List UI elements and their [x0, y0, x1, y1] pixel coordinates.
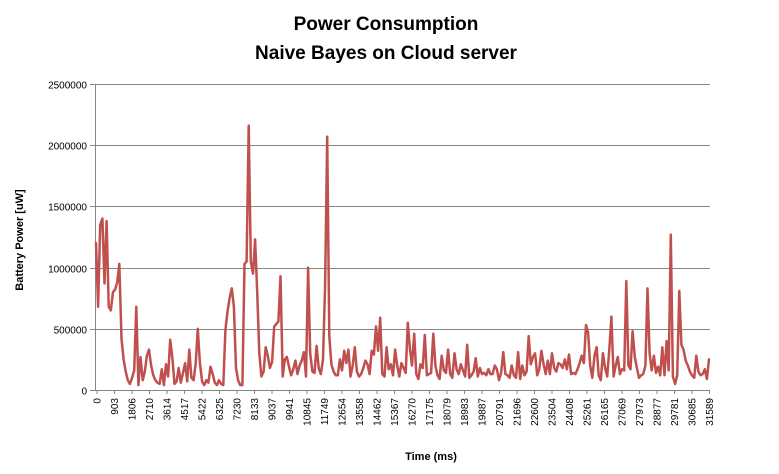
x-tick-label: 12654	[338, 398, 349, 426]
x-tick-label: 3614	[163, 398, 174, 421]
x-tick-label: 6325	[215, 398, 226, 421]
y-tick-label: 0	[81, 387, 87, 398]
y-tick-labels: 0 500000 1000000 1500000 2000000 2500000	[48, 81, 95, 398]
x-tick-label: 17175	[425, 398, 436, 426]
y-gridlines	[95, 84, 710, 330]
x-axis-title: Time (ms)	[405, 451, 457, 463]
x-tick-label: 27069	[618, 398, 629, 426]
x-tick-label: 28877	[653, 398, 664, 426]
x-tick-label: 16270	[408, 398, 419, 426]
x-tick-label: 18983	[460, 398, 471, 426]
x-tick-label: 0	[93, 398, 104, 404]
x-tick-label: 15367	[390, 398, 401, 426]
x-tick-label: 903	[110, 398, 121, 415]
x-tick-label: 14462	[373, 398, 384, 426]
x-tick-label: 9941	[285, 398, 296, 421]
x-tick-label: 9037	[268, 398, 279, 421]
x-tick-label: 8133	[250, 398, 261, 421]
x-tick-label: 7230	[233, 398, 244, 421]
x-tick-label: 27973	[635, 398, 646, 426]
y-axis-title: Battery Power [uW]	[14, 189, 26, 291]
x-tick-label: 2710	[145, 398, 156, 421]
x-tick-label: 5422	[198, 398, 209, 421]
x-tick-label: 26165	[600, 398, 611, 426]
y-tick-label: 1000000	[48, 265, 87, 276]
y-tick-label: 2000000	[48, 142, 87, 153]
x-tick-label: 10845	[303, 398, 314, 426]
x-tick-label: 29781	[670, 398, 681, 426]
x-tick-label: 31589	[705, 398, 716, 426]
x-tick-label: 22600	[530, 398, 541, 426]
x-tick-label: 4517	[180, 398, 191, 421]
x-tick-label: 21696	[513, 398, 524, 426]
x-tick-label: 20791	[495, 398, 506, 426]
x-tick-label: 13558	[355, 398, 366, 426]
x-tick-label: 11749	[320, 398, 331, 426]
x-tick-label: 23504	[548, 398, 559, 426]
x-tick-label: 19887	[478, 398, 489, 426]
x-tick-label: 24408	[565, 398, 576, 426]
x-tick-label: 18079	[443, 398, 454, 426]
y-tick-label: 2500000	[48, 81, 87, 92]
y-tick-label: 500000	[54, 326, 88, 337]
y-tick-label: 1500000	[48, 203, 87, 214]
x-tick-labels: 0 903 1806 2710 3614 4517 5422 6325 7230 8133 9037…	[93, 390, 716, 426]
chart-title-line-2: Naive Bayes on Cloud server	[255, 43, 517, 64]
chart-title-line-1: Power Consumption	[294, 14, 479, 35]
x-tick-label: 25261	[583, 398, 594, 426]
series-line	[94, 124, 711, 387]
x-tick-label: 30685	[688, 398, 699, 426]
x-tick-label: 1806	[128, 398, 139, 421]
series-layer	[94, 124, 711, 387]
